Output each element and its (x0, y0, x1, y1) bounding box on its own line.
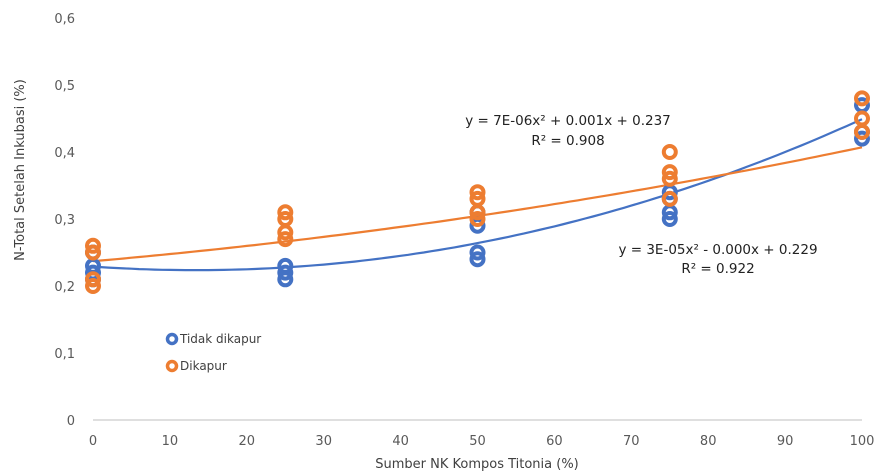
point-dikapur (85, 278, 101, 294)
point-dikapur (661, 164, 678, 181)
x-tick-label: 60 (546, 434, 563, 449)
point-dikapur (85, 237, 101, 254)
x-tick-label: 0 (89, 434, 97, 449)
tidak-dikapur-r2: R² = 0.922 (681, 261, 754, 277)
x-tick-label: 20 (239, 434, 256, 449)
point-dikapur (85, 244, 101, 261)
y-tick-label: 0,4 (54, 146, 75, 161)
legend-label-dikapur: Dikapur (180, 359, 227, 373)
point-dikapur (469, 184, 486, 201)
y-tick-label: 0,3 (54, 213, 75, 228)
point-dikapur (469, 211, 486, 227)
data-points (85, 90, 870, 294)
y-tick-label: 0,6 (54, 12, 75, 27)
x-axis-title: Sumber NK Kompos Titonia (%) (375, 457, 579, 472)
point-dikapur (469, 190, 486, 207)
point-dikapur (661, 170, 678, 187)
dikapur-r2: R² = 0.908 (531, 133, 604, 149)
point-tidak-dikapur (854, 130, 870, 147)
legend-marker-dikapur (165, 359, 179, 373)
legend-label-tidak-dikapur: Tidak dikapur (179, 332, 261, 346)
x-tick-label: 100 (850, 434, 875, 449)
point-dikapur (854, 90, 870, 107)
y-tick-label: 0,2 (54, 280, 75, 295)
legend-item-tidak-dikapur: Tidak dikapur (165, 332, 261, 346)
point-dikapur (661, 144, 678, 160)
point-tidak-dikapur (277, 264, 294, 281)
legend: Tidak dikapur Dikapur (165, 332, 261, 373)
point-tidak-dikapur (469, 244, 486, 261)
trendline-dikapur (92, 146, 863, 263)
point-tidak-dikapur (277, 257, 294, 274)
point-tidak-dikapur (469, 251, 486, 268)
point-dikapur (661, 190, 678, 207)
x-tick-label: 90 (777, 434, 794, 449)
point-dikapur (854, 110, 870, 127)
point-dikapur (277, 231, 294, 248)
x-tick-label: 40 (392, 434, 409, 449)
y-axis-title: N-Total Setelah Inkubasi (%) (13, 79, 28, 261)
y-axis-ticks: 0 0,1 0,2 0,3 0,4 0,5 0,6 (54, 12, 75, 429)
trendlines (92, 118, 863, 272)
legend-item-dikapur: Dikapur (165, 359, 227, 373)
x-tick-label: 80 (700, 434, 717, 449)
y-tick-label: 0,5 (54, 79, 75, 94)
x-axis-ticks: 0 10 20 30 40 50 60 70 80 90 100 (89, 434, 875, 449)
point-tidak-dikapur (661, 211, 678, 227)
tidak-dikapur-equation: y = 3E-05x² - 0.000x + 0.229 (618, 242, 817, 258)
y-tick-label: 0,1 (54, 347, 75, 362)
legend-marker-tidak-dikapur (165, 332, 179, 346)
x-tick-label: 70 (623, 434, 640, 449)
point-dikapur (85, 271, 101, 288)
trendline-tidak-dikapur (92, 118, 863, 272)
point-dikapur (277, 204, 294, 221)
dikapur-equation: y = 7E-06x² + 0.001x + 0.237 (465, 113, 671, 129)
y-tick-label: 0 (67, 414, 75, 429)
point-dikapur (277, 211, 294, 227)
x-tick-label: 10 (162, 434, 179, 449)
x-tick-label: 50 (469, 434, 486, 449)
x-tick-label: 30 (315, 434, 332, 449)
